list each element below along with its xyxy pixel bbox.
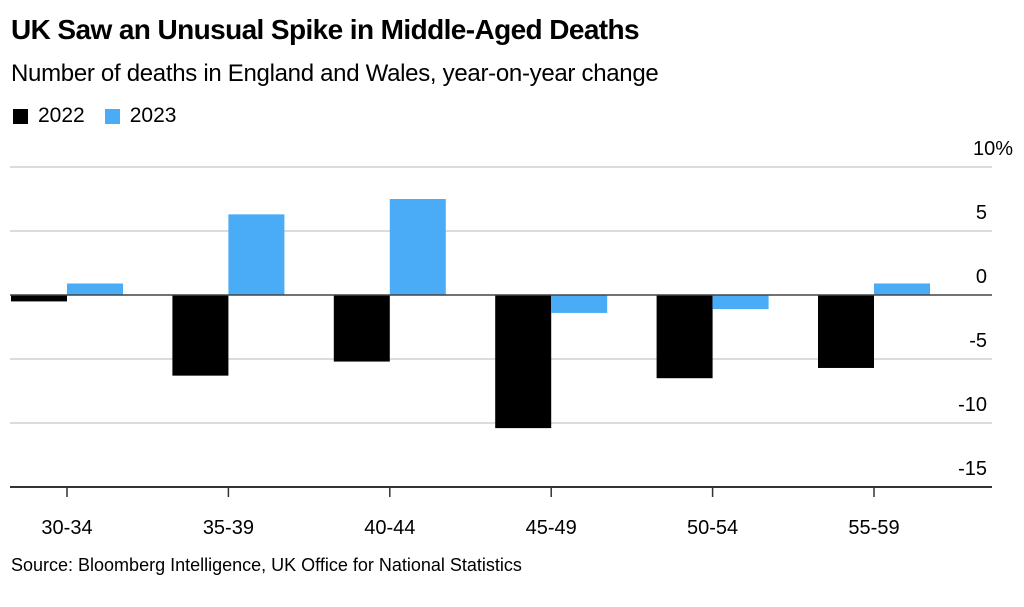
y-tick-label: 0 xyxy=(976,266,987,288)
bar-2022-50-54 xyxy=(656,295,713,379)
x-tick-label: 40-44 xyxy=(364,517,415,539)
labels: 10% 5 0 -5 -10 -15 30-34 35-39 40-44 45-49 50-54 55… xyxy=(41,138,1013,539)
x-tick-label: 45-49 xyxy=(526,517,577,539)
bar-2023-45-49 xyxy=(551,295,608,313)
x-tick-label: 35-39 xyxy=(203,517,254,539)
axes xyxy=(10,294,992,497)
bar-2023-35-39 xyxy=(228,214,285,295)
bar-2022-30-34 xyxy=(11,295,67,302)
legend-swatch-2023 xyxy=(104,108,120,124)
bar-2023-30-34 xyxy=(67,283,123,295)
legend-item-2022: 2022 xyxy=(13,104,85,128)
bar-2023-40-44 xyxy=(389,199,446,295)
source-note: Source: Bloomberg Intelligence, UK Offic… xyxy=(11,555,522,575)
y-tick-label: 5 xyxy=(976,202,987,224)
bar-2022-40-44 xyxy=(333,295,390,362)
y-tick-label: -10 xyxy=(958,394,987,416)
y-tick-label: -5 xyxy=(969,330,987,352)
x-tick-label: 55-59 xyxy=(848,517,899,539)
bar-2022-45-49 xyxy=(495,295,552,429)
y-tick-label: -15 xyxy=(958,458,987,480)
chart-subtitle: Number of deaths in England and Wales, y… xyxy=(11,60,659,87)
bar-2022-55-59 xyxy=(818,295,874,368)
legend: 2022 2023 xyxy=(13,104,196,128)
bar-2023-55-59 xyxy=(874,283,930,295)
bar-2023-50-54 xyxy=(712,295,769,310)
x-tick-label: 50-54 xyxy=(687,517,738,539)
bars xyxy=(11,199,930,429)
y-tick-label: 10% xyxy=(973,138,1013,160)
chart-title: UK Saw an Unusual Spike in Middle-Aged D… xyxy=(11,14,640,45)
bar-2022-35-39 xyxy=(172,295,229,376)
legend-label-2022: 2022 xyxy=(38,104,85,127)
legend-item-2023: 2023 xyxy=(104,104,177,128)
legend-label-2023: 2023 xyxy=(129,104,177,127)
legend-swatch-2022 xyxy=(13,108,28,124)
x-tick-label: 30-34 xyxy=(41,517,92,539)
